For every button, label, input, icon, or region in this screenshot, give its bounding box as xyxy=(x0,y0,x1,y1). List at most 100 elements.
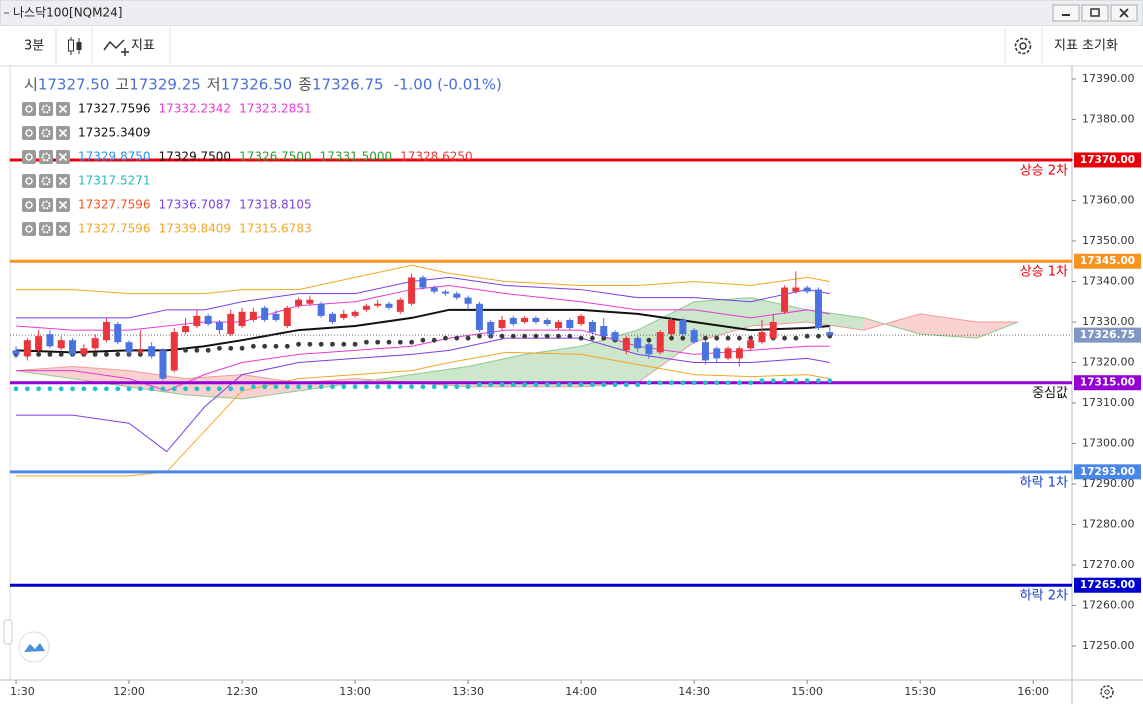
candle-body xyxy=(543,319,551,324)
indicator-dot xyxy=(488,382,494,388)
legend-icon-button[interactable] xyxy=(39,150,53,164)
level-tag-label: 17265.00 xyxy=(1080,579,1135,591)
candle-body xyxy=(385,303,393,308)
gear-inner xyxy=(1104,689,1110,695)
indicator-dot xyxy=(397,384,403,390)
ohlc-label: 시 xyxy=(24,76,38,94)
cloud-segment xyxy=(694,297,751,343)
legend-value: 17326.7500 xyxy=(239,150,312,164)
x-tick-label: 1:30 xyxy=(10,685,35,698)
settings-button[interactable] xyxy=(1014,37,1032,55)
y-tick-label: 17250.00 xyxy=(1082,639,1135,652)
indicator-dot xyxy=(239,386,245,392)
candle-body xyxy=(464,297,472,304)
level-name: 상승 2차 xyxy=(1020,163,1068,178)
level-tag xyxy=(1074,253,1141,269)
chart-type-button[interactable] xyxy=(68,37,82,55)
indicator-dot xyxy=(601,382,607,388)
legend-icon-button[interactable] xyxy=(22,198,36,212)
candle-body xyxy=(555,321,563,329)
legend-icon-button[interactable] xyxy=(39,198,53,212)
y-tick-label: 17320.00 xyxy=(1082,355,1135,368)
gear-outer xyxy=(1100,685,1114,699)
indicator-dot xyxy=(81,386,87,392)
indicator-dot xyxy=(703,335,708,341)
legend-icon-button[interactable] xyxy=(39,126,53,140)
candle-body xyxy=(159,350,167,379)
cloud-line xyxy=(15,297,1019,400)
indicator-dot xyxy=(454,384,460,390)
close-icon xyxy=(58,176,68,186)
reset-indicators-button[interactable]: 지표 초기화 xyxy=(1054,39,1118,54)
candle-body xyxy=(769,321,777,339)
indicator-dot xyxy=(47,386,53,392)
legend-value: 17339.8409 xyxy=(159,222,232,236)
logo-button[interactable] xyxy=(18,631,50,663)
candle-body xyxy=(114,323,122,343)
indicator-dot xyxy=(70,386,75,392)
candle-body xyxy=(193,315,201,327)
legend-icon-button[interactable] xyxy=(22,150,36,164)
candle-body xyxy=(475,303,483,331)
close-icon xyxy=(58,104,68,114)
legend-icon-button[interactable] xyxy=(22,126,36,140)
indicator-dot xyxy=(556,382,561,388)
candle-body xyxy=(182,326,190,333)
candle-body xyxy=(238,311,246,327)
collapse-tab[interactable] xyxy=(3,619,13,645)
legend-icon-button[interactable] xyxy=(39,102,53,116)
indicator-dot xyxy=(612,382,618,388)
x-tick-label: 13:30 xyxy=(452,685,484,698)
candle-body xyxy=(758,332,766,343)
candle-body xyxy=(532,317,540,322)
title-bar xyxy=(0,0,1143,27)
indicator-dot xyxy=(296,384,301,390)
indicator-dot xyxy=(725,380,731,386)
window-buttons xyxy=(1052,4,1138,22)
gear-inner xyxy=(1019,42,1027,50)
indicator-dot xyxy=(228,386,234,392)
indicator-dot xyxy=(36,351,42,357)
candle-body xyxy=(781,287,789,312)
interval-button[interactable]: 3분 xyxy=(24,39,44,54)
legend-icon-button[interactable] xyxy=(22,102,36,116)
maximize-button[interactable] xyxy=(1081,4,1109,22)
indicator-dot xyxy=(714,335,720,341)
legend-icon-button[interactable] xyxy=(39,222,53,236)
eye-icon xyxy=(25,153,33,161)
indicator-dot xyxy=(578,382,584,388)
level-tag-label: 17345.00 xyxy=(1080,255,1135,267)
indicator-dot xyxy=(92,386,98,392)
y-tick-label: 17380.00 xyxy=(1082,112,1135,125)
indicator-dot xyxy=(273,384,279,390)
level-name: 중심값 xyxy=(1032,386,1068,401)
candle-body xyxy=(328,313,336,322)
cloud-segment xyxy=(524,346,582,387)
ohlc-value: 17326.75 xyxy=(312,76,384,94)
indicator-dot xyxy=(635,382,641,388)
x-tick-label: 13:00 xyxy=(339,685,371,698)
indicator-line xyxy=(16,329,830,392)
candle-body xyxy=(634,338,642,349)
minimize-button[interactable] xyxy=(1052,4,1080,22)
indicator-dot xyxy=(736,335,742,341)
indicator-button[interactable]: 지표 xyxy=(131,39,155,54)
legend-value: 17332.2342 xyxy=(159,102,232,116)
indicator-dot xyxy=(420,337,426,343)
legend-icon-button[interactable] xyxy=(22,222,36,236)
indicator-dot xyxy=(194,386,200,392)
candle-body xyxy=(747,340,755,349)
indicator-dot xyxy=(759,378,765,384)
candle-body xyxy=(826,332,834,336)
legend-icon-button[interactable] xyxy=(39,174,53,188)
indicator-dot xyxy=(284,384,290,390)
legend-value: 17329.8750 xyxy=(78,150,151,164)
indicator-dot xyxy=(499,333,505,339)
axis-settings-button[interactable] xyxy=(1100,685,1114,699)
candle-body xyxy=(600,326,608,337)
legend-icon-button[interactable] xyxy=(22,174,36,188)
candle-body xyxy=(57,340,65,349)
y-tick-label: 17300.00 xyxy=(1082,436,1135,449)
indicator-dot xyxy=(273,343,279,349)
